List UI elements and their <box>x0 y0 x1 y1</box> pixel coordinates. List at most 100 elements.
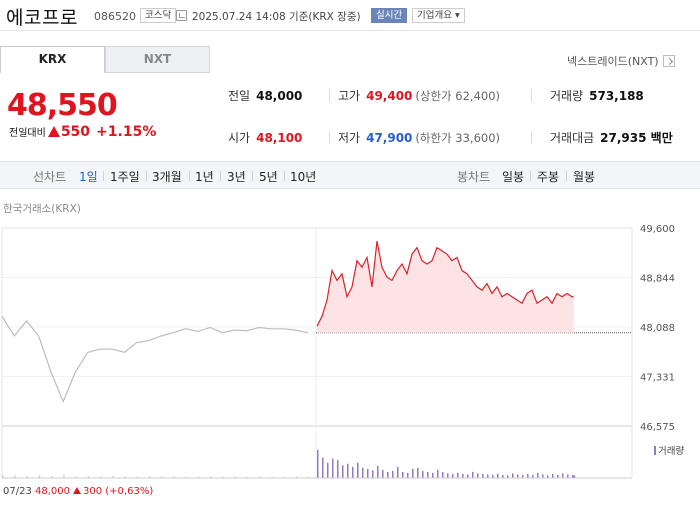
volume-bar <box>347 463 349 478</box>
volume-bar <box>447 473 449 478</box>
volume-bar <box>432 472 434 478</box>
x-tick-label: 13:00 <box>511 487 540 488</box>
price-change: 전일대비 550 +1.15% <box>9 124 156 140</box>
divider <box>220 171 221 181</box>
next-trade-link[interactable]: 넥스트레이드(NXT) <box>567 53 675 69</box>
period-1y[interactable]: 1년 <box>195 170 214 184</box>
line-chart-label: 선차트 <box>33 170 67 184</box>
volume-bar <box>222 476 224 478</box>
volume-swatch <box>654 446 656 455</box>
volume-bar <box>271 476 273 478</box>
period-5y[interactable]: 5년 <box>259 170 278 184</box>
volume-bar <box>512 473 514 478</box>
stat-low: 저가 47,900 (하한가 33,600) <box>338 129 500 146</box>
volume-bar <box>185 476 188 478</box>
volume-bar <box>26 475 28 478</box>
today-price-line <box>316 240 574 327</box>
chart-toolbar: 선차트 1일 1주일 3개월 1년 3년 5년 10년 봉차트 일봉 주봉 월봉 <box>0 161 700 189</box>
trade-value-label: 거래대금 <box>550 131 595 145</box>
volume-bar <box>308 476 310 478</box>
volume-bar <box>161 476 163 478</box>
divider <box>531 131 532 144</box>
volume-bar <box>497 473 499 478</box>
realtime-badge[interactable]: 실시간 <box>371 8 408 23</box>
volume-bar <box>442 471 444 478</box>
volume-bar <box>477 473 479 478</box>
high-value: 49,400 <box>366 89 413 103</box>
volume-bar <box>342 465 344 478</box>
volume-bar <box>437 469 439 478</box>
intraday-price-chart[interactable]: 49,600 48,844 48,088 47,331 46,575 07/24 10:00… <box>0 210 700 488</box>
x-tick-label: 07/24 <box>317 487 346 488</box>
volume-bar <box>537 472 539 478</box>
volume-bar <box>2 474 4 478</box>
volume-bar <box>246 476 249 478</box>
change-percent: +1.15% <box>96 124 157 140</box>
volume-bar <box>412 468 414 478</box>
volume-bar <box>295 476 298 478</box>
data-source-label: 한국거래소(KRX) <box>3 203 81 215</box>
period-3y[interactable]: 3년 <box>227 170 246 184</box>
divider <box>530 171 531 181</box>
volume-bar <box>317 450 319 478</box>
volume-bar <box>337 460 339 478</box>
candle-daily[interactable]: 일봉 <box>502 170 525 184</box>
divider <box>284 171 285 181</box>
volume-bar <box>502 474 504 478</box>
volume-bar <box>38 475 41 478</box>
company-info-button[interactable]: 기업개요 ▾ <box>412 8 465 23</box>
low-value: 47,900 <box>366 131 413 145</box>
period-1d[interactable]: 1일 <box>79 170 98 184</box>
candle-weekly[interactable]: 주봉 <box>537 170 560 184</box>
x-tick-label: 12:00 <box>462 487 491 488</box>
volume-bar <box>547 475 549 478</box>
volume-bar <box>457 472 459 478</box>
volume-bar <box>362 467 364 478</box>
volume-bar <box>112 475 114 478</box>
up-arrow-icon <box>47 126 60 137</box>
period-3m[interactable]: 3개월 <box>152 170 182 184</box>
candle-monthly[interactable]: 월봉 <box>573 170 596 184</box>
volume-bar <box>397 466 399 478</box>
tab-nxt[interactable]: NXT <box>105 46 210 73</box>
period-1w[interactable]: 1주일 <box>110 170 140 184</box>
volume-bar <box>492 474 494 478</box>
volume-bar <box>197 476 200 478</box>
volume-bar <box>322 457 324 478</box>
up-arrow-icon <box>73 487 82 494</box>
volume-legend-label: 거래량 <box>658 446 685 457</box>
divider <box>146 171 147 181</box>
volume-bar <box>372 470 374 478</box>
volume-bar <box>148 475 151 478</box>
divider <box>531 89 532 102</box>
change-label: 전일대비 <box>9 128 46 139</box>
market-badge: 코스닥 <box>140 8 177 23</box>
volume-bar <box>210 476 212 478</box>
x-tick-label: 10:00 <box>363 487 392 488</box>
volume-bar <box>99 476 102 478</box>
volume-bar <box>532 474 534 478</box>
upper-limit: (상한가 62,400) <box>415 89 501 103</box>
stat-open: 시가 48,100 <box>228 129 302 146</box>
lower-limit: (하한가 33,600) <box>415 131 501 145</box>
open-label: 시가 <box>228 131 251 145</box>
prev-day-change: 300 (+0,63%) <box>83 486 154 497</box>
volume-bar <box>259 476 261 478</box>
volume-legend: 거래량 <box>654 443 684 457</box>
price-stats: 전일 48,000 고가 49,400 (상한가 62,400) 거래량 573,188… <box>212 80 700 155</box>
volume-bar <box>283 476 286 478</box>
divider <box>329 131 330 144</box>
prev-day-date: 07/23 <box>3 486 32 497</box>
volume-value: 573,188 <box>589 89 644 103</box>
volume-label: 거래량 <box>550 89 584 103</box>
change-amount: 550 <box>60 124 91 140</box>
period-10y[interactable]: 10년 <box>290 170 317 184</box>
clock-icon <box>176 10 187 21</box>
volume-bar <box>327 462 329 478</box>
volume-bar <box>392 470 394 478</box>
volume-bar <box>332 458 334 478</box>
volume-bar <box>352 466 354 478</box>
tab-krx[interactable]: KRX <box>0 46 105 73</box>
volume-bar <box>14 475 16 478</box>
current-price: 48,550 <box>7 88 118 123</box>
